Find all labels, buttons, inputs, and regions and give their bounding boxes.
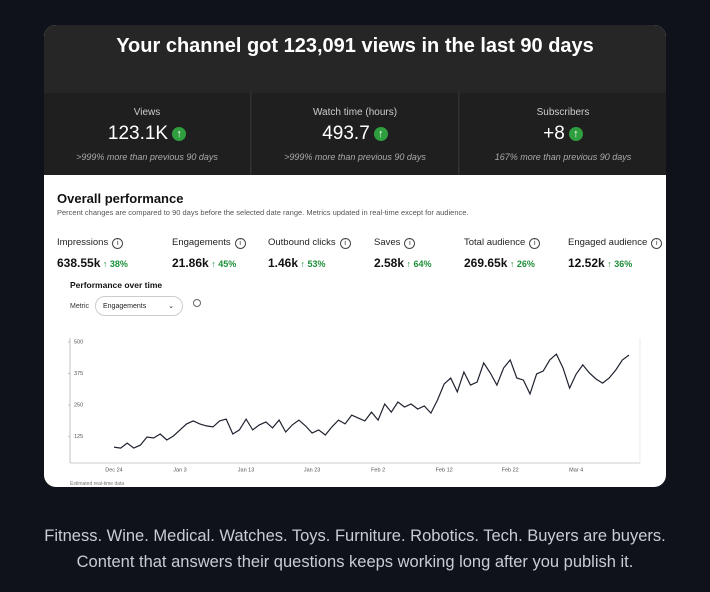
- change: ↑ 53%: [298, 259, 326, 269]
- metric-value: 1.46k ↑ 53%: [268, 256, 326, 270]
- change: ↑ 64%: [404, 259, 432, 269]
- caption-line: Fitness. Wine. Medical. Watches. Toys. F…: [44, 527, 666, 545]
- stat-label: Subscribers: [536, 107, 590, 118]
- change-value: 45%: [218, 259, 237, 269]
- up-arrow: ↑: [404, 259, 414, 269]
- chart-title: Performance over time: [70, 280, 163, 290]
- stat-note: >999% more than previous 90 days: [76, 152, 218, 162]
- chevron: ⌄: [168, 303, 174, 310]
- metric-label: Total audience i: [464, 237, 541, 249]
- value: 2.58k: [374, 256, 405, 270]
- x-tick-label: Jan 23: [304, 467, 321, 473]
- value: +8: [543, 123, 565, 144]
- value: 12.52k: [568, 256, 605, 270]
- value: 21.86k: [172, 256, 209, 270]
- stat-note: 167% more than previous 90 days: [494, 152, 632, 162]
- change: ↑ 26%: [507, 259, 535, 269]
- stat-card: Views 123.1K ↑ >999% more than previous 90 …: [44, 93, 251, 175]
- metric-label: Saves i: [374, 237, 416, 249]
- metric-label: Engaged audience i: [568, 237, 663, 249]
- info-icon[interactable]: i: [112, 238, 124, 249]
- info-icon[interactable]: [193, 299, 201, 307]
- stat-value: 123.1K ↑: [44, 123, 250, 145]
- line-chart: 125 250 375 500 Dec 24 Jan 3 Jan 13 Jan 23 Feb 2…: [68, 338, 641, 473]
- up-arrow: ↑: [604, 259, 615, 269]
- up-arrow: ↑: [100, 259, 110, 269]
- metric-select[interactable]: Engagements ⌄: [95, 296, 183, 316]
- metric-label: Outbound clicks i: [268, 237, 351, 249]
- stat-note: >999% more than previous 90 days: [284, 152, 426, 162]
- info-icon[interactable]: i: [339, 238, 351, 249]
- up-icon: ↑: [172, 127, 187, 141]
- x-tick-label: Dec 24: [105, 467, 122, 473]
- y-tick-label: 375: [74, 371, 83, 377]
- metric-label: Engagements i: [172, 237, 246, 249]
- change-value: 26%: [516, 259, 535, 269]
- value: 493.7: [322, 123, 370, 144]
- stat-card: Subscribers +8 ↑ 167% more than previous 90…: [460, 93, 666, 175]
- change: ↑ 38%: [100, 259, 128, 269]
- up-arrow: ↑: [298, 259, 308, 269]
- card: Your channel got 123,091 views in the la…: [44, 25, 666, 487]
- section-subtitle: Percent changes are compared to 90 days …: [57, 208, 469, 217]
- value: 1.46k: [268, 256, 299, 270]
- x-tick-label: Feb 22: [502, 467, 519, 473]
- line: [113, 353, 630, 449]
- x-tick-label: Jan 13: [238, 467, 255, 473]
- up-arrow: ↑: [507, 259, 517, 269]
- up-icon: ↑: [568, 127, 583, 141]
- metric-label: Metric: [70, 303, 90, 310]
- metric-label: Impressions i: [57, 237, 124, 249]
- metric-value: 638.55k ↑ 38%: [57, 256, 128, 270]
- value: 123.1K: [107, 123, 169, 144]
- stat-value: +8 ↑: [460, 123, 666, 145]
- value: 269.65k: [464, 256, 508, 270]
- change-value: 64%: [413, 259, 432, 269]
- up-icon: ↑: [373, 127, 388, 141]
- metric-value: 21.86k ↑ 45%: [172, 256, 236, 270]
- stat-card: Watch time (hours) 493.7 ↑ >999% more than …: [252, 93, 459, 175]
- footnote: Estimated real-time data: [70, 481, 125, 487]
- info-icon[interactable]: i: [404, 238, 416, 249]
- change-value: 53%: [307, 259, 326, 269]
- up-arrow: ↑: [208, 259, 219, 269]
- stat-label: Views: [133, 107, 161, 118]
- section-title: Overall performance: [57, 191, 184, 206]
- info-icon[interactable]: i: [651, 238, 663, 249]
- y-tick-label: 250: [74, 402, 83, 408]
- value: 638.55k: [57, 256, 101, 270]
- change: ↑ 36%: [604, 259, 633, 269]
- info-icon[interactable]: i: [234, 238, 246, 249]
- stat-value: 493.7 ↑: [252, 123, 458, 145]
- change-value: 38%: [109, 259, 128, 269]
- x-tick-label: Feb 12: [436, 467, 453, 473]
- info-icon[interactable]: i: [529, 238, 541, 249]
- stat-label: Watch time (hours): [312, 107, 398, 118]
- x-tick-label: Mar 4: [569, 467, 583, 473]
- x-tick-label: Feb 2: [371, 467, 385, 473]
- change-value: 36%: [614, 259, 633, 269]
- change: ↑ 45%: [208, 259, 237, 269]
- y-tick-label: 125: [74, 434, 83, 440]
- caption-line: Content that answers their questions kee…: [76, 553, 634, 571]
- headline: Your channel got 123,091 views in the la…: [116, 35, 594, 57]
- metric-value: 12.52k ↑ 36%: [568, 256, 632, 270]
- metric-value: 2.58k ↑ 64%: [374, 256, 432, 270]
- metric-value: 269.65k ↑ 26%: [464, 256, 535, 270]
- y-tick-label: 500: [74, 339, 83, 345]
- x-tick-label: Jan 3: [173, 467, 186, 473]
- selected-metric: Engagements: [103, 303, 147, 310]
